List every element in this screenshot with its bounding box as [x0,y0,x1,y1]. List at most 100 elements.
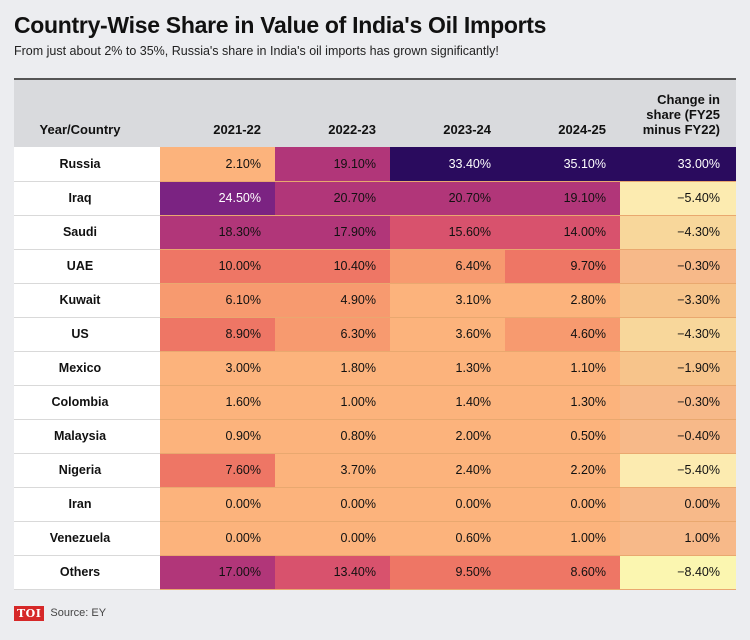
row-country-label: Mexico [14,351,160,386]
table-row: Malaysia 0.90% 0.80% 2.00% 0.50% −0.40% [14,419,736,454]
share-cell: 13.40% [275,555,390,590]
row-country-label: US [14,317,160,352]
change-cell: −1.90% [620,351,736,386]
change-cell: 33.00% [620,147,736,182]
share-cell: 6.30% [275,317,390,352]
row-country-label: Iran [14,487,160,522]
header-year-country: Year/Country [14,78,160,147]
row-country-label: Venezuela [14,521,160,556]
change-cell: −4.30% [620,215,736,250]
table-row: Iran 0.00% 0.00% 0.00% 0.00% 0.00% [14,487,736,522]
share-cell: 3.60% [390,317,505,352]
row-country-label: Kuwait [14,283,160,318]
share-cell: 1.60% [160,385,275,420]
data-table-container: Year/Country 2021-22 2022-23 2023-24 202… [14,78,736,590]
share-cell: 35.10% [505,147,620,182]
table-row: Iraq 24.50% 20.70% 20.70% 19.10% −5.40% [14,181,736,216]
table-body: Russia 2.10% 19.10% 33.40% 35.10% 33.00% Iraq 2… [14,147,736,590]
share-cell: 2.40% [390,453,505,488]
row-country-label: Saudi [14,215,160,250]
share-cell: 10.40% [275,249,390,284]
header-change-in-share: Change in share (FY25 minus FY22) [620,78,736,147]
table-row: Mexico 3.00% 1.80% 1.30% 1.10% −1.90% [14,351,736,386]
share-cell: 1.00% [275,385,390,420]
share-cell: 4.90% [275,283,390,318]
row-country-label: Russia [14,147,160,182]
share-cell: 0.60% [390,521,505,556]
share-cell: 20.70% [390,181,505,216]
share-cell: 3.70% [275,453,390,488]
share-cell: 1.30% [505,385,620,420]
change-cell: 1.00% [620,521,736,556]
row-country-label: Iraq [14,181,160,216]
oil-imports-table: Year/Country 2021-22 2022-23 2023-24 202… [14,78,736,590]
header-2024-25: 2024-25 [505,78,620,147]
share-cell: 1.10% [505,351,620,386]
toi-logo: TOI [14,605,45,621]
share-cell: 10.00% [160,249,275,284]
share-cell: 1.30% [390,351,505,386]
share-cell: 6.40% [390,249,505,284]
change-cell: −0.30% [620,385,736,420]
share-cell: 9.50% [390,555,505,590]
change-cell: −8.40% [620,555,736,590]
share-cell: 2.00% [390,419,505,454]
share-cell: 1.00% [505,521,620,556]
row-country-label: Others [14,555,160,590]
share-cell: 0.80% [275,419,390,454]
share-cell: 9.70% [505,249,620,284]
change-cell: −5.40% [620,453,736,488]
header-2023-24: 2023-24 [390,78,505,147]
table-row: Saudi 18.30% 17.90% 15.60% 14.00% −4.30% [14,215,736,250]
table-row: Russia 2.10% 19.10% 33.40% 35.10% 33.00% [14,147,736,182]
share-cell: 0.00% [390,487,505,522]
share-cell: 8.90% [160,317,275,352]
share-cell: 3.00% [160,351,275,386]
share-cell: 1.80% [275,351,390,386]
table-row: Nigeria 7.60% 3.70% 2.40% 2.20% −5.40% [14,453,736,488]
share-cell: 14.00% [505,215,620,250]
share-cell: 19.10% [505,181,620,216]
share-cell: 7.60% [160,453,275,488]
change-cell: −5.40% [620,181,736,216]
header-2022-23: 2022-23 [275,78,390,147]
share-cell: 0.50% [505,419,620,454]
share-cell: 1.40% [390,385,505,420]
change-cell: 0.00% [620,487,736,522]
share-cell: 3.10% [390,283,505,318]
row-country-label: UAE [14,249,160,284]
source-note: Source: EY [50,607,107,619]
share-cell: 0.00% [275,521,390,556]
change-cell: −4.30% [620,317,736,352]
change-cell: −3.30% [620,283,736,318]
header-row: Year/Country 2021-22 2022-23 2023-24 202… [14,78,736,147]
share-cell: 0.00% [505,487,620,522]
table-row: Kuwait 6.10% 4.90% 3.10% 2.80% −3.30% [14,283,736,318]
share-cell: 18.30% [160,215,275,250]
table-row: Venezuela 0.00% 0.00% 0.60% 1.00% 1.00% [14,521,736,556]
change-cell: −0.30% [620,249,736,284]
change-cell: −0.40% [620,419,736,454]
header-2021-22: 2021-22 [160,78,275,147]
share-cell: 0.00% [160,487,275,522]
table-row: Others 17.00% 13.40% 9.50% 8.60% −8.40% [14,555,736,590]
share-cell: 33.40% [390,147,505,182]
share-cell: 2.10% [160,147,275,182]
share-cell: 0.00% [160,521,275,556]
share-cell: 4.60% [505,317,620,352]
share-cell: 15.60% [390,215,505,250]
row-country-label: Colombia [14,385,160,420]
row-country-label: Nigeria [14,453,160,488]
chart-title: Country-Wise Share in Value of India's O… [14,12,547,38]
share-cell: 19.10% [275,147,390,182]
share-cell: 17.00% [160,555,275,590]
share-cell: 2.20% [505,453,620,488]
share-cell: 8.60% [505,555,620,590]
table-row: US 8.90% 6.30% 3.60% 4.60% −4.30% [14,317,736,352]
chart-subtitle: From just about 2% to 35%, Russia's shar… [14,44,499,58]
share-cell: 24.50% [160,181,275,216]
row-country-label: Malaysia [14,419,160,454]
share-cell: 0.00% [275,487,390,522]
table-row: UAE 10.00% 10.40% 6.40% 9.70% −0.30% [14,249,736,284]
share-cell: 2.80% [505,283,620,318]
